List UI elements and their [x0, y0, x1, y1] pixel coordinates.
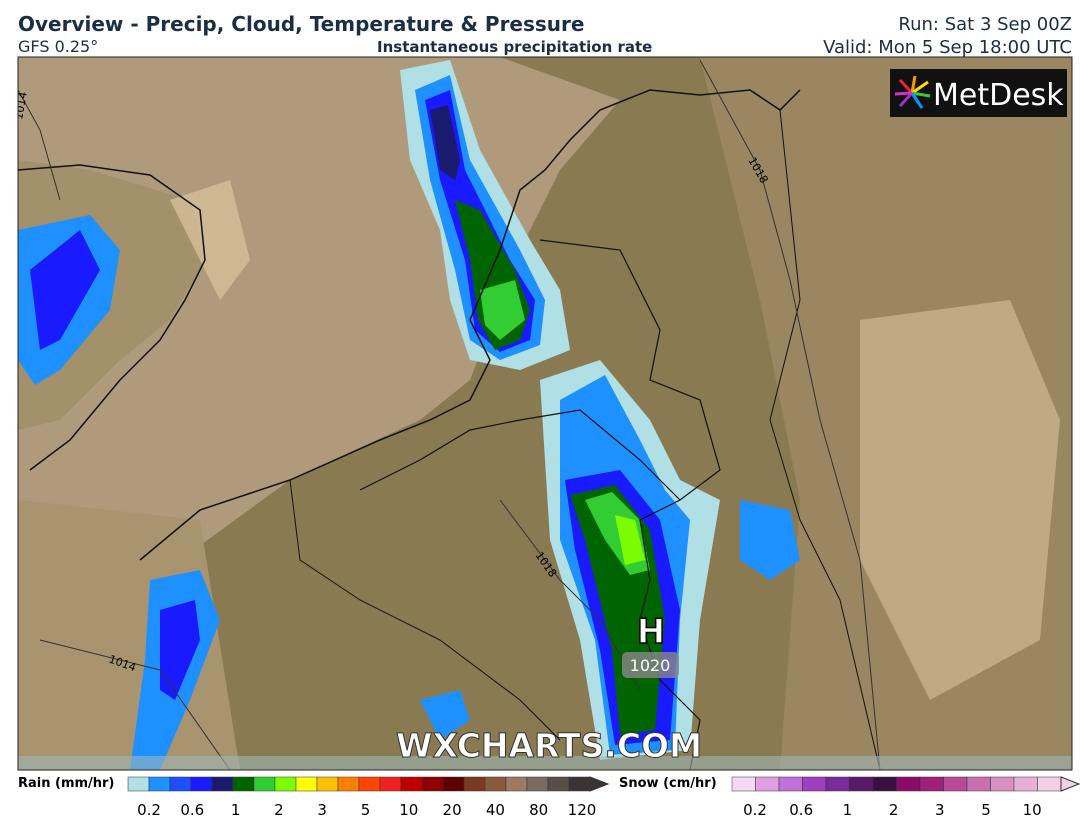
rain-swatch [316, 776, 339, 792]
run: Run: Sat 3 Sep 00Z [898, 14, 1072, 35]
snow-swatch [1013, 776, 1038, 792]
rain-swatch [169, 776, 192, 792]
legend: 0.2 0.6 1 2 3 5 10 20 40 80 120 0.2 0.6 1 2 3 5 10 [127, 776, 1081, 819]
legend-tick-label: 0.2 [137, 801, 161, 819]
cloud [860, 300, 1060, 700]
rain-swatch [295, 776, 318, 792]
legend-tick-label: 0.6 [180, 801, 204, 819]
legend-tick-label: 3 [935, 801, 945, 819]
legend-tick-label: 10 [1023, 801, 1042, 819]
rain-swatch [127, 776, 150, 792]
logo-icon [894, 75, 931, 109]
isobar-label: 1014 [12, 91, 30, 121]
snow-swatch [896, 776, 921, 792]
product: Instantaneous precipitation rate [377, 38, 653, 56]
rain-swatch [526, 776, 549, 792]
rain-swatch [232, 776, 255, 792]
rain-swatch [463, 776, 486, 792]
rain-swatch [379, 776, 402, 792]
model: GFS 0.25° [18, 37, 99, 56]
high-pressure: 1020 [630, 656, 671, 675]
snow-swatch [778, 776, 803, 792]
legend-tick-label: 2 [274, 801, 284, 819]
rain-swatch [421, 776, 444, 792]
high-symbol: H [637, 612, 665, 652]
snow-legend-title: Snow (cm/hr) [619, 776, 717, 791]
rain-swatch-arrow [589, 776, 610, 792]
snow-swatch [966, 776, 991, 792]
legend-tick-label: 0.2 [743, 801, 767, 819]
rain-swatch [190, 776, 213, 792]
snow-swatch [802, 776, 827, 792]
legend-tick-label: 40 [486, 801, 505, 819]
snow-swatch [990, 776, 1015, 792]
snow-swatch [943, 776, 968, 792]
rain-swatch [358, 776, 381, 792]
rain-swatch [547, 776, 570, 792]
legend-tick-label: 5 [361, 801, 371, 819]
rain-swatch [253, 776, 276, 792]
legend-tick-label: 5 [981, 801, 991, 819]
snow-swatch [755, 776, 780, 792]
snow-swatch [731, 776, 756, 792]
legend-tick-label: 1 [231, 801, 241, 819]
rain-swatch [505, 776, 528, 792]
snow-swatch [919, 776, 944, 792]
rain-swatch [568, 776, 591, 792]
legend-tick-label: 10 [399, 801, 418, 819]
snow-swatch [1037, 776, 1062, 792]
legend-tick-label: 0.6 [789, 801, 813, 819]
rain-swatch [274, 776, 297, 792]
map-layers: 1014 1018 1018 1014 H 1020 [12, 57, 1072, 770]
legend-tick-label: 1 [843, 801, 853, 819]
rain-swatch [484, 776, 507, 792]
rain-swatch [148, 776, 171, 792]
rain-legend-title: Rain (mm/hr) [18, 776, 114, 791]
watermark: WXCHARTS.COM [396, 726, 702, 765]
snow-swatch-arrow [1060, 776, 1081, 792]
logo: MetDesk [933, 78, 1064, 113]
title: Overview - Precip, Cloud, Temperature & … [18, 12, 585, 36]
snow-swatch [872, 776, 897, 792]
cloud-uk [170, 180, 250, 300]
valid: Valid: Mon 5 Sep 18:00 UTC [823, 37, 1072, 58]
rain-swatch [337, 776, 360, 792]
legend-tick-label: 120 [568, 801, 597, 819]
rain-swatch [442, 776, 465, 792]
rain-swatch [400, 776, 423, 792]
snow-swatch [825, 776, 850, 792]
legend-tick-label: 3 [317, 801, 327, 819]
snow-swatch [849, 776, 874, 792]
legend-tick-label: 80 [529, 801, 548, 819]
legend-tick-label: 20 [443, 801, 462, 819]
rain-swatch [211, 776, 234, 792]
legend-tick-label: 2 [889, 801, 899, 819]
